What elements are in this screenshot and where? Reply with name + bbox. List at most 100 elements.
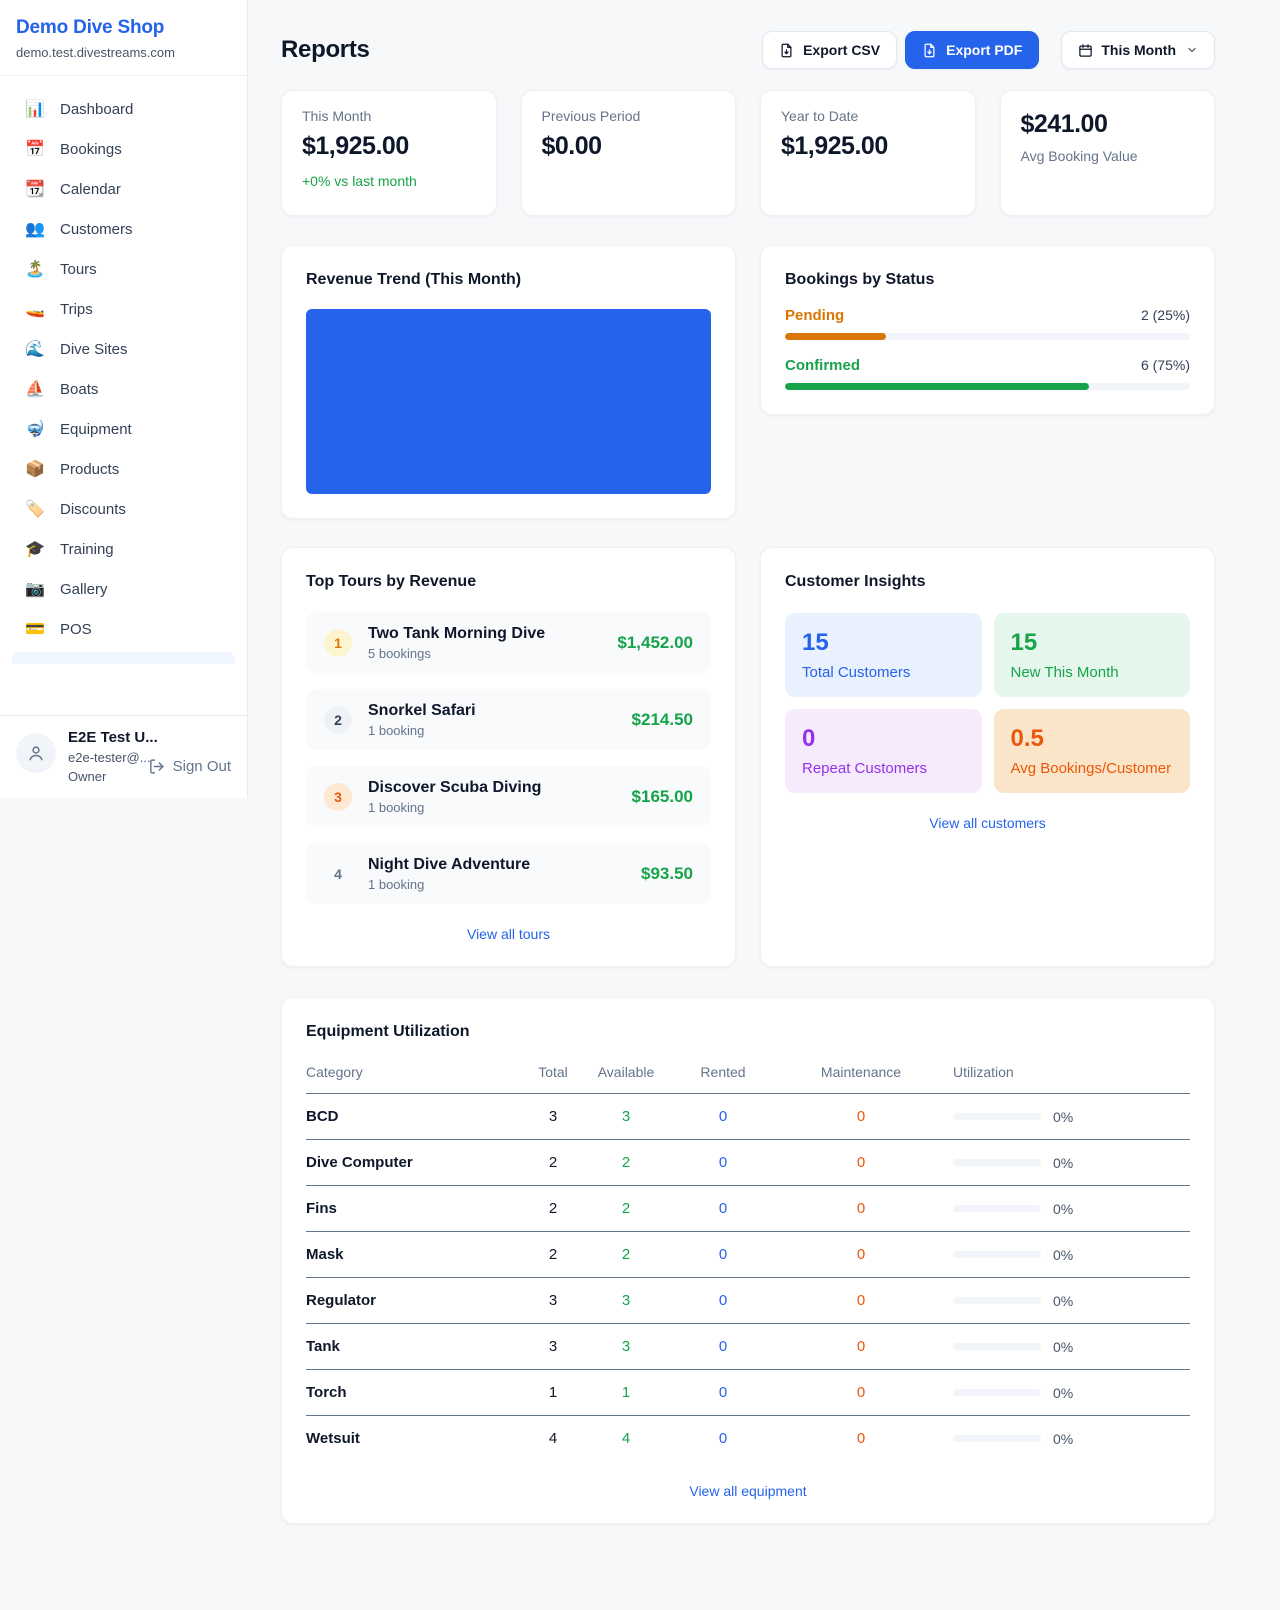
stat-label: This Month [302,108,372,124]
tour-bookings-count: 1 booking [368,799,425,815]
equipment-table: Category Total Available Rented Maintena… [306,1054,1190,1461]
column-header: Maintenance [787,1054,935,1094]
person-icon [29,746,43,761]
export-csv-label: Export CSV [803,42,881,58]
revenue-trend-card: Revenue Trend (This Month) [281,245,736,519]
sidebar-item-dashboard[interactable]: 📊 Dashboard [12,89,235,129]
sidebar-item-pos[interactable]: 💳 POS [12,609,235,649]
sidebar-item-label: Training [60,540,114,558]
equipment-available: 3 [593,1093,659,1140]
page-title: Reports [281,36,370,63]
sidebar-item-boats[interactable]: ⛵ Boats [12,369,235,409]
sailboat-icon: ⛵ [25,381,45,398]
equipment-total: 3 [513,1323,593,1370]
equipment-total: 2 [513,1139,593,1186]
stat-label: Previous Period [541,108,641,124]
sign-out-button[interactable]: Sign Out [148,749,231,784]
wave-icon: 🌊 [25,341,45,358]
export-pdf-button[interactable]: Export PDF [905,31,1040,69]
sidebar-item-gallery[interactable]: 📷 Gallery [12,569,235,609]
sidebar-item-training[interactable]: 🎓 Training [12,529,235,569]
sidebar-item-tours[interactable]: 🏝️ Tours [12,249,235,289]
sidebar-item-label: Tours [60,260,97,278]
equipment-total: 3 [513,1093,593,1140]
equipment-rented: 0 [659,1093,787,1140]
table-header-row: Category Total Available Rented Maintena… [306,1054,1190,1094]
status-progress-track [785,333,1190,340]
equipment-maintenance: 0 [787,1323,935,1370]
export-pdf-label: Export PDF [946,42,1023,58]
equipment-maintenance: 0 [787,1185,935,1232]
brand-block: Demo Dive Shop demo.test.divestreams.com [0,0,247,76]
credit-card-icon: 💳 [25,621,45,638]
stat-card-avg-booking-value: $241.00 Avg Booking Value [999,90,1215,216]
column-header: Total [513,1054,593,1094]
equipment-category: Mask [306,1231,513,1278]
equipment-rented: 0 [659,1231,787,1278]
island-icon: 🏝️ [25,261,45,278]
sidebar-item-label: Trips [60,300,93,318]
tour-row[interactable]: 2 Snorkel Safari 1 booking $214.50 [306,689,711,750]
utilization-percent: 0% [1053,1338,1074,1355]
equipment-category: Fins [306,1185,513,1232]
sidebar-item-bookings[interactable]: 📅 Bookings [12,129,235,169]
equipment-available: 2 [593,1231,659,1278]
tour-row[interactable]: 1 Two Tank Morning Dive 5 bookings $1,45… [306,612,711,673]
rank-badge: 3 [324,782,352,811]
sidebar-nav: 📊 Dashboard 📅 Bookings 📆 Calendar 👥 Cust… [0,76,247,664]
sidebar-item-products[interactable]: 📦 Products [12,449,235,489]
equipment-total: 2 [513,1231,593,1278]
calendar-icon [1079,43,1093,57]
equipment-utilization-card: Equipment Utilization Category Total Ava… [281,997,1215,1524]
tile-label: Repeat Customers [802,760,928,777]
user-name: E2E Test U... [68,729,158,746]
utilization-bar [953,1113,1041,1120]
table-row: Dive Computer 2 2 0 0 0% [306,1139,1190,1186]
sidebar-item-trips[interactable]: 🚤 Trips [12,289,235,329]
equipment-rented: 0 [718,1430,728,1447]
status-value: 6 (75%) [1140,357,1190,373]
bookings-by-status-card: Bookings by Status Pending 2 (25%) Confi… [760,245,1215,415]
calendar-icon: 📆 [25,181,45,198]
export-csv-button[interactable]: Export CSV [762,31,898,69]
equipment-available: 4 [621,1430,631,1447]
stat-card-year-to-date: Year to Date $1,925.00 [760,90,976,216]
tour-row[interactable]: 3 Discover Scuba Diving 1 booking $165.0… [306,766,711,827]
view-all-equipment-link[interactable]: View all equipment [689,1483,807,1499]
file-download-icon [781,43,792,57]
user-role: Owner [68,769,107,784]
user-panel: E2E Test U... e2e-tester@... Owner Sign … [0,715,247,798]
sidebar-item-label: Discounts [60,500,126,518]
tour-revenue: $165.00 [631,786,693,806]
utilization-percent: 0% [1053,1384,1074,1401]
period-dropdown[interactable]: This Month [1061,31,1215,69]
period-label: This Month [1101,42,1176,58]
status-progress-fill [785,333,887,340]
sidebar-item-dive-sites[interactable]: 🌊 Dive Sites [12,329,235,369]
status-row-pending: Pending 2 (25%) [785,307,1190,340]
sidebar-item-calendar[interactable]: 📆 Calendar [12,169,235,209]
equipment-available: 2 [593,1139,659,1186]
view-all-tours-link[interactable]: View all tours [466,926,550,942]
view-all-customers-link[interactable]: View all customers [929,815,1046,831]
insight-tiles: 15 Total Customers 15 New This Month 0 R… [785,613,1190,793]
table-row: Mask 2 2 0 0 0% [306,1231,1190,1278]
sidebar-active-item-clipped[interactable] [12,652,235,664]
tile-total-customers: 15 Total Customers [785,613,982,697]
sidebar-item-customers[interactable]: 👥 Customers [12,209,235,249]
equipment-available: 2 [593,1185,659,1232]
utilization-percent: 0% [1053,1154,1074,1171]
equipment-category: Dive Computer [306,1139,513,1186]
customer-insights-card: Customer Insights 15 Total Customers 15 … [760,547,1215,967]
graduation-cap-icon: 🎓 [25,541,45,558]
tour-name: Snorkel Safari [368,701,476,719]
shop-domain: demo.test.divestreams.com [16,45,175,60]
sign-out-label: Sign Out [172,758,231,775]
stat-label: Avg Booking Value [1020,148,1138,164]
status-progress-fill [785,383,1089,390]
tour-row[interactable]: 4 Night Dive Adventure 1 booking $93.50 [306,843,711,904]
sidebar-item-equipment[interactable]: 🤿 Equipment [12,409,235,449]
sidebar-item-discounts[interactable]: 🏷️ Discounts [12,489,235,529]
table-row: Tank 3 3 0 0 0% [306,1323,1190,1370]
sidebar-item-label: Dive Sites [60,340,128,358]
